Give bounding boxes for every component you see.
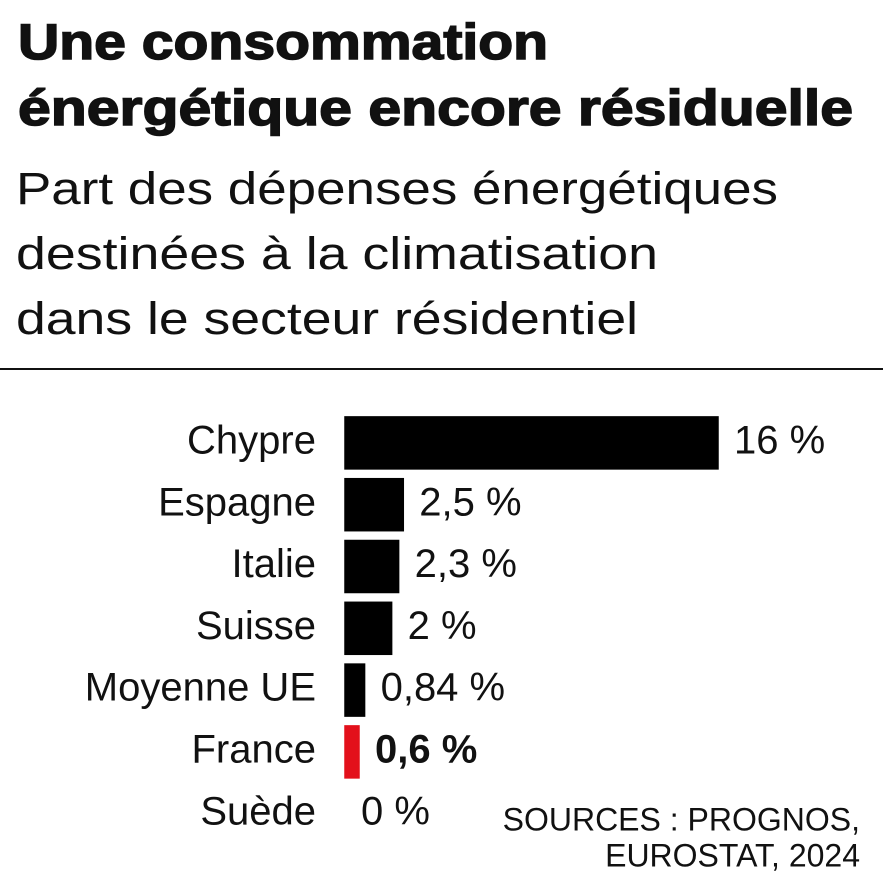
bar	[344, 477, 405, 532]
category-label: Suède	[200, 789, 316, 833]
value-label: 0,84 %	[381, 666, 506, 710]
source: EUROSTAT, 2024	[605, 837, 860, 873]
bar	[344, 416, 719, 470]
category-label: France	[192, 727, 317, 771]
category-label: Italie	[232, 542, 317, 586]
bar	[344, 539, 400, 594]
chart-title: énergétique encore résiduelle	[18, 80, 853, 136]
category-label: Chypre	[187, 418, 316, 462]
value-label: 16 %	[734, 418, 825, 462]
chart-subtitle: destinées à la climatisation	[16, 228, 658, 279]
bar	[344, 601, 393, 656]
bar	[344, 725, 360, 779]
value-label: 0 %	[361, 789, 430, 833]
source: SOURCES : PROGNOS,	[503, 801, 860, 837]
chart-subtitle: dans le secteur résidentiel	[16, 293, 638, 344]
category-label: Suisse	[196, 604, 316, 648]
chart-subtitle: Part des dépenses énergétiques	[16, 163, 778, 214]
chart-title: Une consommation	[18, 14, 548, 70]
category-label: Moyenne UE	[85, 666, 316, 710]
value-label: 0,6 %	[375, 727, 477, 771]
value-label: 2,5 %	[419, 480, 521, 524]
bar	[344, 663, 366, 717]
value-label: 2,3 %	[415, 542, 517, 586]
category-label: Espagne	[158, 480, 316, 524]
value-label: 2 %	[408, 604, 477, 648]
